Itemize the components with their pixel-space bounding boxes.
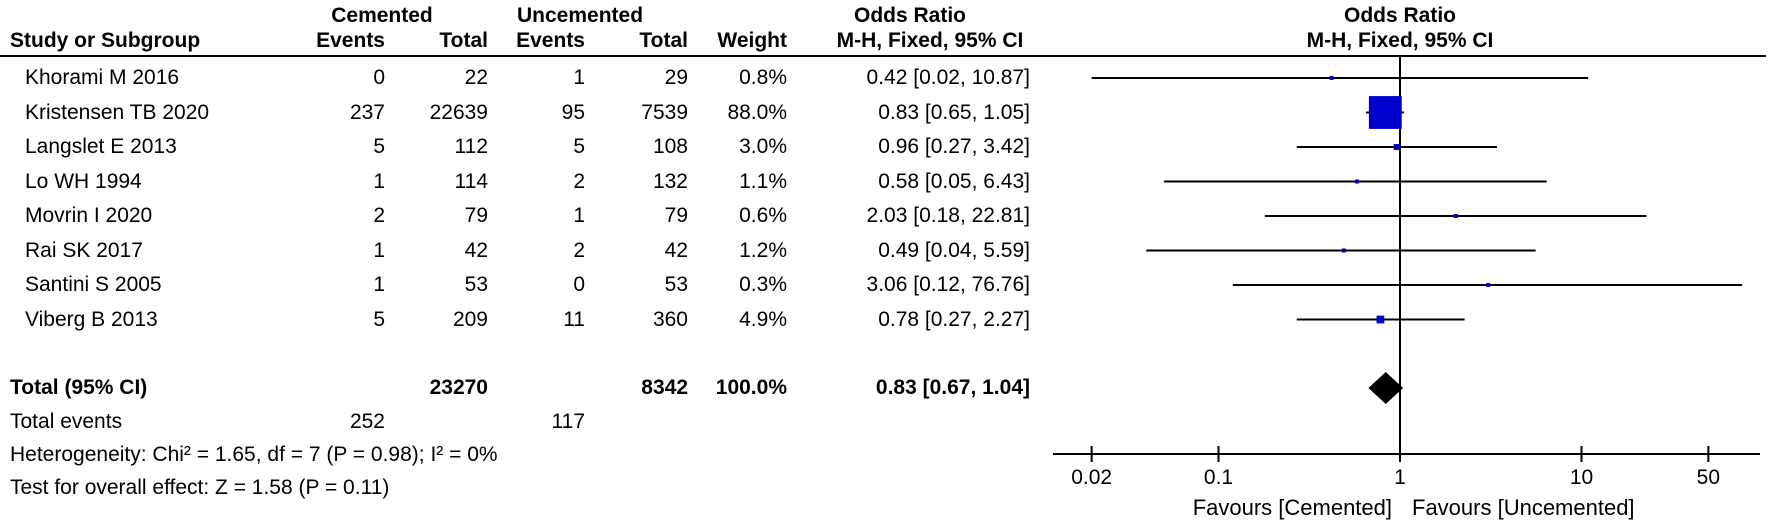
total-events-label: Total events	[10, 410, 123, 433]
total-events-cemented: 252	[349, 410, 385, 433]
cell-study: Rai SK 2017	[25, 238, 143, 262]
cell-total2: 53	[664, 273, 688, 296]
cell-study: Khorami M 2016	[25, 66, 180, 89]
cell-events1: 2	[373, 204, 385, 227]
cell-total1: 114	[454, 169, 488, 193]
column-header-events-uncemented: Events	[516, 29, 585, 52]
column-header-or-ci-plot: M-H, Fixed, 95% CI	[1306, 29, 1494, 52]
cell-or_text: 2.03 [0.18, 22.81]	[866, 204, 1030, 227]
cell-study: Langslet E 2013	[25, 135, 177, 158]
cell-events1: 1	[373, 273, 385, 296]
effect-square	[1355, 179, 1360, 184]
column-header-or-ci-text: M-H, Fixed, 95% CI	[836, 29, 1024, 52]
effect-square	[1329, 76, 1334, 80]
cell-events2: 2	[573, 238, 585, 262]
cell-weight: 3.0%	[739, 135, 787, 158]
cell-total1: 22	[464, 66, 488, 89]
column-header-events-cemented: Events	[316, 29, 385, 52]
cell-events1: 1	[373, 169, 385, 193]
cell-events1: 237	[349, 100, 385, 124]
cell-weight: 4.9%	[739, 307, 787, 331]
effect-square	[1393, 143, 1400, 151]
column-header-study: Study or Subgroup	[10, 29, 201, 52]
column-header-total-cemented: Total	[439, 29, 488, 52]
cell-study: Santini S 2005	[25, 273, 162, 296]
cell-total2: 7539	[641, 100, 688, 124]
overall-effect-stats: Test for overall effect: Z = 1.58 (P = 0…	[10, 476, 390, 499]
cell-weight: 0.8%	[739, 66, 787, 89]
cell-events1: 5	[373, 307, 385, 331]
effect-square	[1368, 96, 1402, 129]
cell-or_text: 0.83 [0.65, 1.05]	[878, 100, 1030, 124]
cell-or_text: 0.58 [0.05, 6.43]	[878, 169, 1030, 193]
cell-study: Lo WH 1994	[25, 169, 142, 193]
cell-events1: 5	[373, 135, 385, 158]
x-axis-tick-label: 1	[1394, 466, 1406, 489]
effect-square	[1453, 214, 1458, 218]
total-row-total-cemented: 23270	[429, 376, 488, 399]
favours-cemented-label: Favours [Cemented]	[1192, 495, 1392, 520]
cell-weight: 0.6%	[739, 204, 787, 227]
total-row-or-ci: 0.83 [0.67, 1.04]	[875, 376, 1030, 399]
cell-total2: 108	[652, 135, 688, 158]
total-row-total-uncemented: 8342	[641, 376, 688, 399]
cell-or_text: 0.78 [0.27, 2.27]	[878, 307, 1030, 331]
column-group-odds-ratio-text: Odds Ratio	[853, 4, 966, 27]
cell-weight: 0.3%	[739, 273, 787, 296]
cell-or_text: 0.49 [0.04, 5.59]	[878, 238, 1030, 262]
pooled-effect-diamond	[1368, 372, 1404, 404]
cell-events2: 0	[573, 273, 585, 296]
cell-total2: 29	[664, 66, 688, 89]
cell-study: Movrin I 2020	[25, 204, 153, 227]
cell-events2: 2	[573, 169, 585, 193]
cell-total1: 42	[464, 238, 488, 262]
cell-total1: 112	[454, 135, 488, 158]
cell-total1: 53	[464, 273, 488, 296]
total-row-label: Total (95% CI)	[10, 376, 148, 399]
cell-weight: 1.2%	[739, 238, 787, 262]
cell-total2: 132	[652, 169, 688, 193]
x-axis-tick-label: 0.1	[1203, 466, 1234, 489]
total-events-uncemented: 117	[551, 410, 585, 433]
cell-weight: 88.0%	[727, 100, 787, 124]
cell-events2: 1	[573, 204, 585, 227]
column-header-total-uncemented: Total	[639, 29, 688, 52]
column-group-uncemented: Uncemented	[516, 4, 644, 27]
effect-square	[1486, 283, 1491, 287]
total-row-weight: 100.0%	[715, 376, 787, 399]
cell-events1: 0	[373, 66, 385, 89]
effect-square	[1341, 248, 1346, 253]
cell-events2: 11	[563, 307, 585, 331]
cell-study: Viberg B 2013	[25, 307, 158, 331]
cell-events1: 1	[373, 238, 385, 262]
cell-total2: 360	[652, 307, 688, 331]
column-group-odds-ratio-plot: Odds Ratio	[1343, 4, 1456, 27]
effect-square	[1376, 315, 1385, 324]
x-axis-tick-label: 0.02	[1071, 466, 1113, 489]
cell-study: Kristensen TB 2020	[25, 100, 210, 124]
cell-total2: 42	[664, 238, 688, 262]
column-header-weight: Weight	[717, 29, 787, 52]
cell-weight: 1.1%	[739, 169, 787, 193]
cell-total2: 79	[664, 204, 688, 227]
cell-events2: 1	[573, 66, 585, 89]
cell-or_text: 0.42 [0.02, 10.87]	[866, 66, 1030, 89]
column-group-cemented: Cemented	[331, 4, 433, 27]
cell-total1: 209	[452, 307, 488, 331]
cell-total1: 79	[464, 204, 488, 227]
favours-uncemented-label: Favours [Uncemented]	[1412, 495, 1635, 520]
x-axis-tick-label: 50	[1696, 466, 1721, 489]
heterogeneity-stats: Heterogeneity: Chi² = 1.65, df = 7 (P = …	[10, 443, 498, 466]
cell-or_text: 0.96 [0.27, 3.42]	[878, 135, 1030, 158]
cell-or_text: 3.06 [0.12, 76.76]	[866, 273, 1030, 296]
cell-total1: 22639	[429, 100, 488, 124]
cell-events2: 5	[573, 135, 585, 158]
cell-events2: 95	[561, 100, 585, 124]
x-axis-tick-label: 10	[1569, 466, 1594, 489]
